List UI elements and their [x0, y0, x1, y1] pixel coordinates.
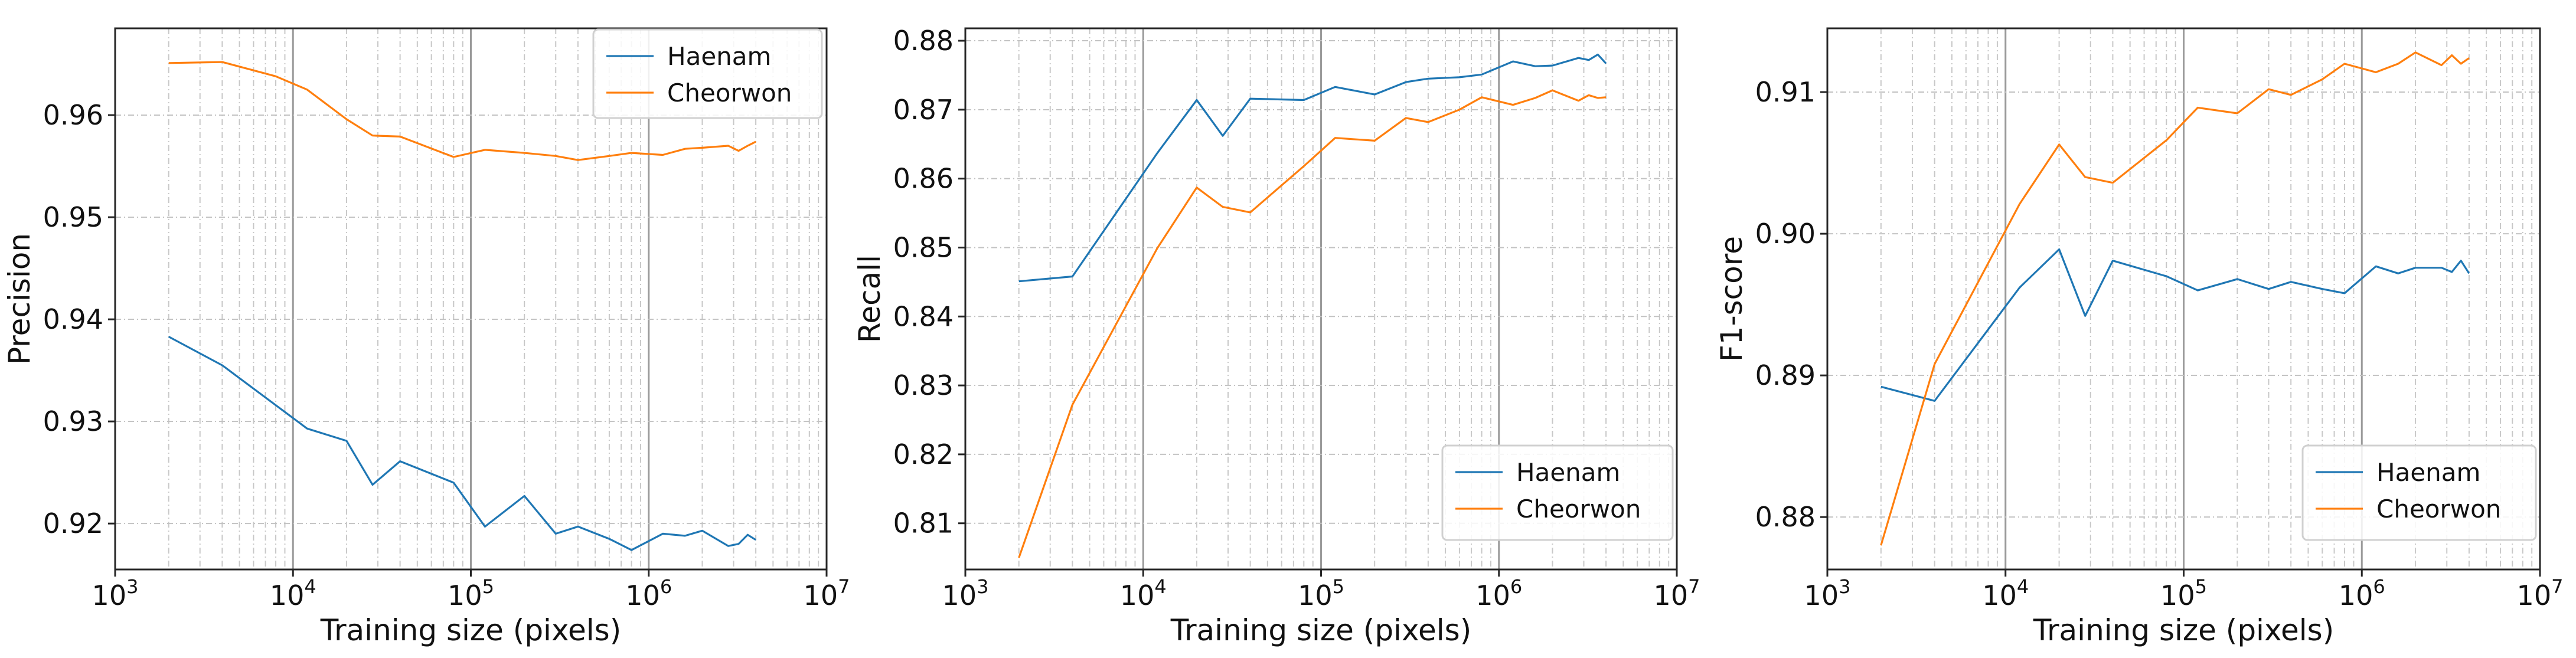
legend-label-cheorwon: Cheorwon: [2376, 495, 2501, 523]
series-line-haenam: [1018, 53, 1607, 283]
x-tick-label: 105: [1298, 575, 1344, 611]
x-tick-label: 107: [1654, 575, 1700, 611]
y-tick-label: 0.96: [43, 99, 103, 131]
y-tick-label: 0.95: [43, 201, 103, 233]
y-axis-label: Precision: [2, 233, 37, 365]
panel-precision: 0.92 0.93 0.94 0.95 0.96 103 104 105 106 107 Train…: [2, 27, 850, 647]
legend-label-cheorwon: Cheorwon: [667, 78, 792, 107]
y-tick-label: 0.81: [893, 508, 954, 539]
x-tick-label: 103: [942, 575, 989, 611]
series-line-cheorwon: [1018, 89, 1607, 558]
y-tick-label: 0.88: [893, 25, 954, 57]
legend: Haenam Cheorwon: [592, 28, 823, 119]
x-tick-label: 105: [448, 575, 494, 611]
x-tick-label: 103: [1804, 575, 1851, 611]
y-tick-label: 0.84: [893, 300, 954, 332]
series-line-cheorwon: [168, 61, 756, 161]
y-tick-label: 0.94: [43, 303, 103, 335]
series-line-cheorwon: [1880, 51, 2470, 546]
x-tick-label: 106: [625, 575, 672, 611]
y-tick-label: 0.82: [893, 438, 954, 470]
legend-frame: [2301, 444, 2537, 541]
y-tick-label: 0.88: [1755, 501, 1816, 533]
legend: Haenam Cheorwon: [1441, 444, 1674, 541]
legend-frame: [592, 28, 823, 119]
y-tick-label: 0.87: [893, 94, 954, 126]
y-tick-label: 0.93: [43, 405, 103, 437]
x-tick-label: 107: [2517, 575, 2564, 611]
y-tick-label: 0.92: [43, 508, 103, 539]
y-axis-label: F1-score: [1715, 236, 1749, 362]
y-tick-label: 0.83: [893, 369, 954, 401]
y-tick-label: 0.89: [1755, 359, 1816, 391]
x-tick-label: 104: [1982, 575, 2029, 611]
y-tick-label: 0.85: [893, 231, 954, 263]
x-axis-label: Training size (pixels): [1170, 613, 1471, 647]
x-tick-label: 103: [92, 575, 139, 611]
series-line-haenam: [168, 336, 756, 551]
legend-label-haenam: Haenam: [2376, 458, 2480, 487]
x-axis-label: Training size (pixels): [2033, 613, 2334, 647]
legend: Haenam Cheorwon: [2301, 444, 2537, 541]
x-tick-label: 104: [1120, 575, 1167, 611]
legend-label-cheorwon: Cheorwon: [1516, 495, 1641, 523]
x-tick-label: 107: [804, 575, 850, 611]
x-tick-label: 105: [2160, 575, 2207, 611]
legend-label-haenam: Haenam: [1516, 458, 1620, 487]
x-tick-label: 106: [1475, 575, 1522, 611]
x-tick-label: 106: [2339, 575, 2385, 611]
y-tick-label: 0.86: [893, 163, 954, 195]
y-tick-label: 0.90: [1755, 218, 1816, 250]
panel-recall: 0.81 0.82 0.83 0.84 0.85 0.86 0.87 0.88 103 104 10…: [853, 25, 1700, 647]
x-axis-label: Training size (pixels): [320, 613, 621, 647]
y-axis-label: Recall: [853, 255, 887, 343]
legend-frame: [1441, 444, 1674, 541]
y-tick-label: 0.91: [1755, 76, 1816, 108]
legend-label-haenam: Haenam: [667, 42, 771, 71]
series-line-haenam: [1880, 248, 2470, 402]
panel-f1-score: 0.88 0.89 0.90 0.91 103 104 105 106 107 Training …: [1715, 27, 2564, 647]
x-tick-label: 104: [270, 575, 316, 611]
